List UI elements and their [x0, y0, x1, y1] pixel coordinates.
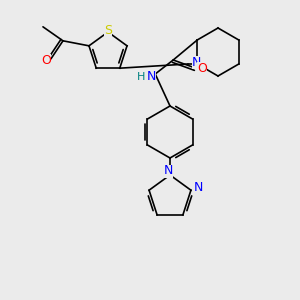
Text: N: N — [194, 181, 204, 194]
Text: O: O — [197, 61, 207, 74]
Text: N: N — [163, 164, 173, 178]
Text: H: H — [137, 72, 146, 82]
Text: N: N — [191, 56, 201, 68]
Text: O: O — [41, 54, 51, 67]
Text: N: N — [146, 70, 156, 83]
Text: S: S — [104, 25, 112, 38]
